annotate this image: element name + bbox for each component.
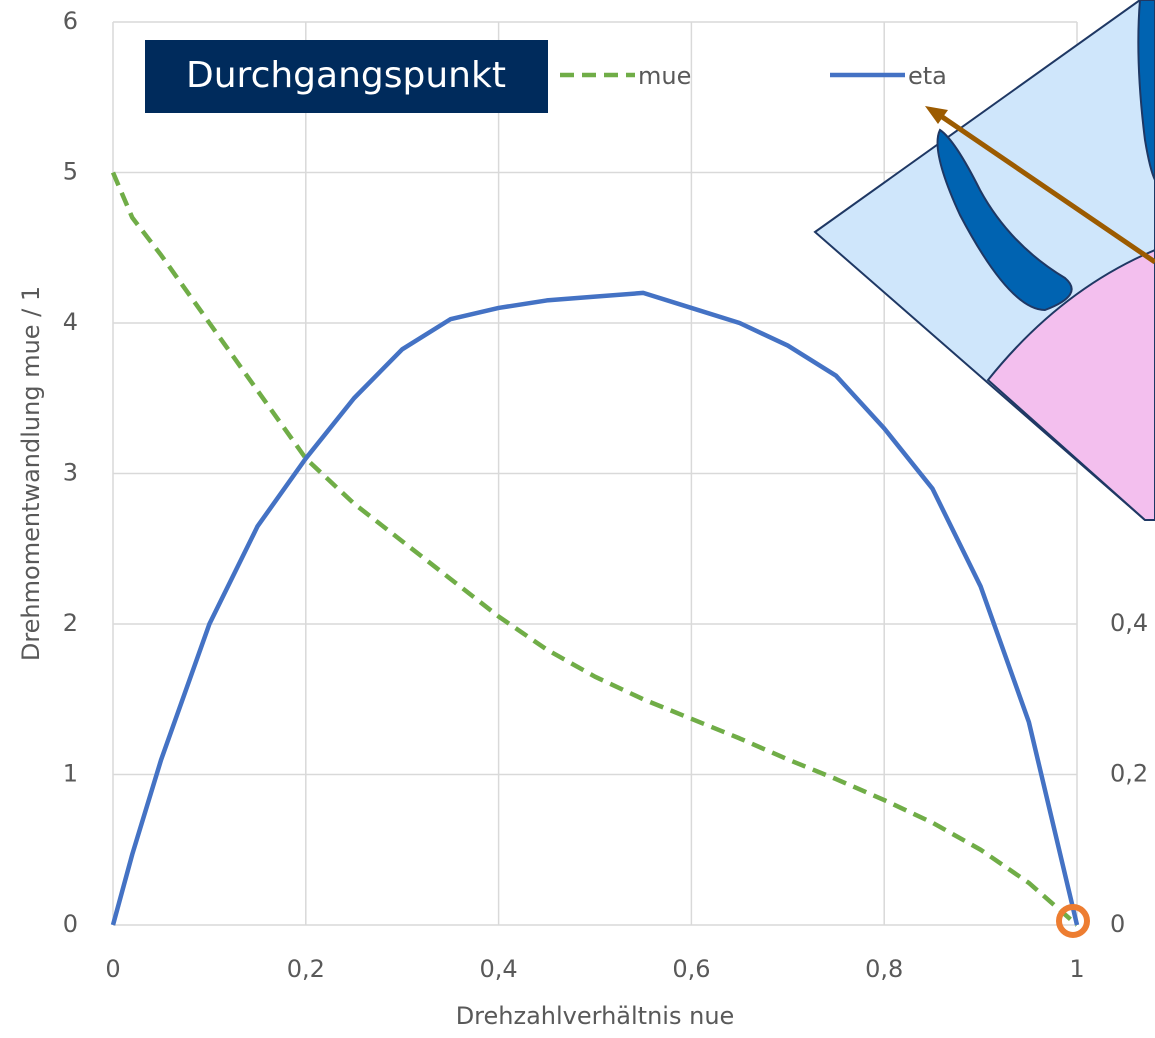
- y-tick-label: 5: [63, 158, 78, 186]
- y2-tick-label: 0,2: [1110, 760, 1148, 788]
- x-tick-label: 0,8: [865, 955, 903, 983]
- legend-label: eta: [908, 62, 947, 90]
- y-tick-label: 2: [63, 609, 78, 637]
- x-tick-label: 0,6: [672, 955, 710, 983]
- chart: 012345600,20,40,60,8100,20,4Drehzahlverh…: [0, 0, 1155, 1038]
- y-axis-title: Drehmomentwandlung mue / 1: [17, 286, 45, 661]
- y2-tick-label: 0,4: [1110, 609, 1148, 637]
- legend-label: mue: [638, 62, 691, 90]
- y-tick-label: 3: [63, 459, 78, 487]
- y-tick-label: 4: [63, 308, 78, 336]
- x-tick-label: 0: [105, 955, 120, 983]
- series-line: [113, 293, 1077, 925]
- x-tick-label: 0,4: [480, 955, 518, 983]
- chart-title: Durchgangspunkt: [186, 55, 506, 96]
- y-tick-label: 6: [63, 7, 78, 35]
- x-tick-label: 1: [1069, 955, 1084, 983]
- x-axis-title: Drehzahlverhältnis nue: [456, 1002, 735, 1030]
- y-tick-label: 0: [63, 910, 78, 938]
- turbine-illustration: [815, 0, 1155, 935]
- y-tick-label: 1: [63, 760, 78, 788]
- y2-tick-label: 0: [1110, 910, 1125, 938]
- x-tick-label: 0,2: [287, 955, 325, 983]
